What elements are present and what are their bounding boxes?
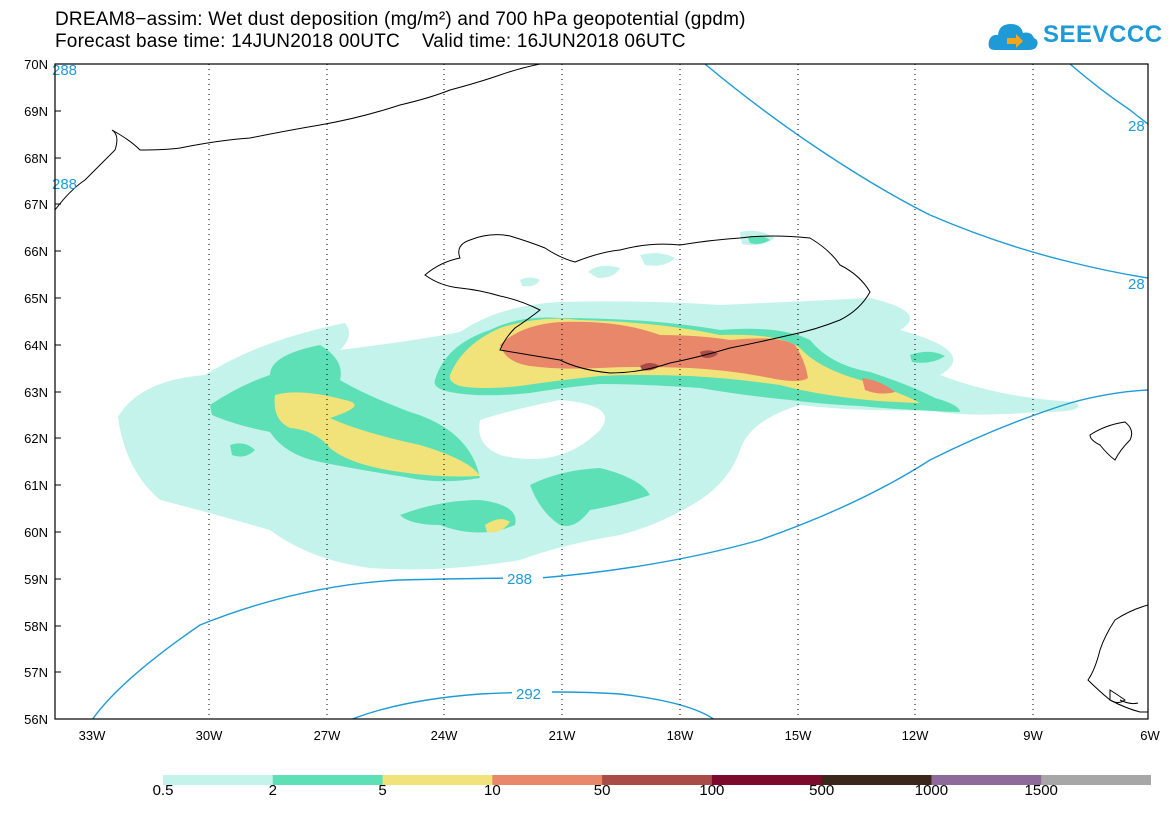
legend-label: 50 bbox=[593, 782, 611, 799]
scotland-coast bbox=[1087, 604, 1148, 713]
map-title-line1: DREAM8−assim: Wet dust deposition (mg/m²… bbox=[55, 9, 746, 30]
shading-5 bbox=[274, 392, 480, 477]
lon-label: 6W bbox=[1140, 728, 1160, 743]
contour-288-ne bbox=[704, 64, 1148, 279]
lat-labels: 70N 69N 68N 67N 66N 65N 64N 63N 62N 61N … bbox=[24, 57, 48, 727]
lat-label: 67N bbox=[24, 197, 48, 212]
shading-10 bbox=[500, 321, 895, 394]
lat-label: 56N bbox=[24, 712, 48, 727]
lat-label: 65N bbox=[24, 291, 48, 306]
legend-swatch bbox=[1041, 775, 1152, 785]
legend-swatch bbox=[382, 775, 493, 785]
contour-label: 288 bbox=[507, 571, 532, 588]
contour-label: 292 bbox=[516, 686, 541, 703]
legend-swatch bbox=[602, 775, 713, 785]
lat-label: 57N bbox=[24, 665, 48, 680]
legend-label: 500 bbox=[809, 782, 835, 799]
legend-swatch bbox=[163, 775, 274, 785]
contour-288-main bbox=[91, 389, 1148, 719]
lat-label: 60N bbox=[24, 525, 48, 540]
lon-gridlines bbox=[208, 64, 1034, 719]
lon-label: 27W bbox=[314, 728, 341, 743]
contour-label: 288 bbox=[52, 176, 77, 193]
lon-label: 30W bbox=[196, 728, 223, 743]
iceland-coast bbox=[424, 234, 871, 374]
legend-swatch bbox=[272, 775, 384, 785]
lat-label: 59N bbox=[24, 572, 48, 587]
legend-label: 1500 bbox=[1024, 782, 1058, 799]
legend-label: 0.5 bbox=[152, 782, 174, 799]
lon-label: 24W bbox=[431, 728, 458, 743]
lat-label: 69N bbox=[24, 104, 48, 119]
coastline bbox=[55, 64, 1148, 713]
cloud-icon bbox=[988, 24, 1038, 50]
legend-label: 100 bbox=[699, 782, 725, 799]
lat-label: 62N bbox=[24, 431, 48, 446]
shading-50 bbox=[640, 350, 718, 371]
lon-label: 9W bbox=[1023, 728, 1043, 743]
lat-ticks bbox=[55, 63, 61, 720]
lat-label: 66N bbox=[24, 244, 48, 259]
lat-label: 68N bbox=[24, 151, 48, 166]
dust-deposition-field bbox=[55, 64, 1148, 713]
legend-swatch bbox=[931, 775, 1042, 785]
legend-colorbar bbox=[163, 772, 1152, 790]
legend-swatch bbox=[492, 775, 603, 785]
lon-label: 21W bbox=[549, 728, 576, 743]
lat-label: 64N bbox=[24, 338, 48, 353]
lat-label: 70N bbox=[24, 57, 48, 72]
legend-label: 2 bbox=[268, 782, 277, 799]
scotland-islands bbox=[1109, 689, 1139, 705]
legend-swatches bbox=[163, 775, 1152, 785]
lat-label: 61N bbox=[24, 478, 48, 493]
seevccc-logo: SEEVCCC bbox=[985, 14, 1165, 58]
shading-0.5-north bbox=[520, 230, 775, 287]
contour-288-ne2 bbox=[1069, 64, 1148, 125]
logo-text: SEEVCCC bbox=[1043, 21, 1163, 48]
legend-swatch bbox=[711, 775, 823, 785]
legend-swatch bbox=[821, 775, 932, 785]
legend-label: 5 bbox=[378, 782, 387, 799]
contour-label: 28 bbox=[1128, 118, 1145, 135]
legend-label: 10 bbox=[483, 782, 501, 799]
shading-2-c bbox=[230, 235, 945, 533]
map-title-line2: Forecast base time: 14JUN2018 00UTC Vali… bbox=[55, 31, 686, 52]
contour-label: 288 bbox=[52, 62, 77, 79]
faroe-islands bbox=[1089, 421, 1133, 461]
lon-label: 12W bbox=[902, 728, 929, 743]
contour-label: 28 bbox=[1128, 276, 1145, 293]
lon-label: 33W bbox=[79, 728, 106, 743]
lon-labels: 33W 30W 27W 24W 21W 18W 15W 12W 9W 6W bbox=[79, 728, 1161, 743]
lat-label: 63N bbox=[24, 385, 48, 400]
greenland-coast bbox=[55, 64, 541, 211]
lat-label: 58N bbox=[24, 619, 48, 634]
lon-label: 18W bbox=[667, 728, 694, 743]
legend-label: 1000 bbox=[914, 782, 949, 799]
lon-label: 15W bbox=[785, 728, 812, 743]
